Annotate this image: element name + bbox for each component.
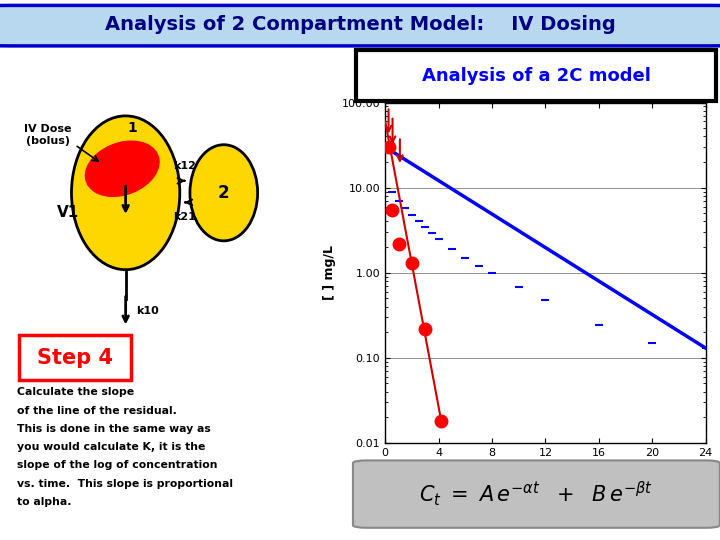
Text: Calculate the slope: Calculate the slope [17,387,135,397]
Y-axis label: [ ] mg/L: [ ] mg/L [323,245,336,300]
Text: slope of the log of concentration: slope of the log of concentration [17,461,218,470]
Text: Analysis of 2 Compartment Model:    IV Dosing: Analysis of 2 Compartment Model: IV Dosi… [104,15,616,35]
Text: Step 4: Step 4 [37,348,113,368]
Text: vs. time.  This slope is proportional: vs. time. This slope is proportional [17,479,233,489]
FancyBboxPatch shape [19,335,131,380]
Text: k12: k12 [174,161,197,171]
Text: V1: V1 [57,205,79,219]
Circle shape [190,145,258,241]
Ellipse shape [86,141,159,197]
Text: This is done in the same way as: This is done in the same way as [17,424,211,434]
Circle shape [71,116,180,269]
Text: $C_t\ =\ A\,e^{-\alpha t}\ \ +\ \ B\,e^{-\beta t}$: $C_t\ =\ A\,e^{-\alpha t}\ \ +\ \ B\,e^{… [420,480,653,509]
FancyBboxPatch shape [0,5,720,46]
Text: to alpha.: to alpha. [17,497,72,507]
Text: of the line of the residual.: of the line of the residual. [17,406,177,416]
Text: 1: 1 [127,120,138,134]
Text: you would calculate K, it is the: you would calculate K, it is the [17,442,206,452]
FancyBboxPatch shape [356,50,716,101]
Text: Analysis of a 2C model: Analysis of a 2C model [422,66,651,85]
Text: k10: k10 [136,306,158,315]
FancyBboxPatch shape [353,461,720,528]
X-axis label: Hours: Hours [525,463,566,476]
Text: IV Dose
(bolus): IV Dose (bolus) [24,124,71,146]
Text: k21: k21 [174,212,197,222]
Text: 2: 2 [218,184,230,202]
